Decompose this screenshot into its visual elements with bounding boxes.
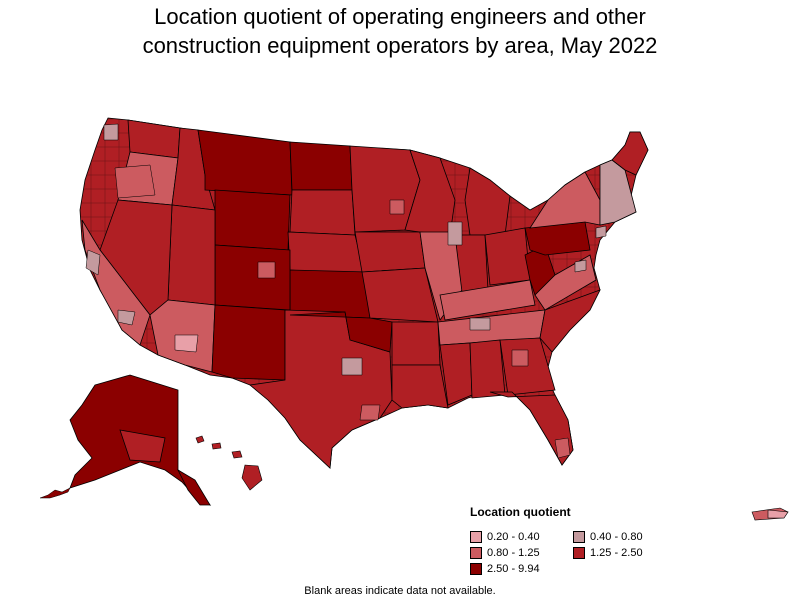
hawaii-oahu	[211, 442, 222, 450]
legend-item-0-20-0-40: 0.20 - 0.40	[470, 530, 573, 543]
region-kentucky	[439, 279, 536, 321]
legend-label: 0.20 - 0.40	[487, 530, 540, 543]
patch-miami	[554, 437, 571, 459]
region-montana	[197, 129, 293, 196]
patch-oregon-central	[114, 164, 156, 199]
legend-swatch	[470, 530, 482, 543]
patch-atlanta	[511, 349, 529, 367]
patch-denver	[257, 261, 276, 279]
region-maine	[611, 131, 649, 176]
legend-title: Location quotient	[470, 505, 571, 519]
region-alabama	[469, 339, 506, 399]
alaska-panhandle	[177, 468, 211, 506]
hawaii-kauai	[195, 435, 205, 444]
legend-label: 2.50 - 9.94	[487, 562, 540, 575]
region-louisiana	[391, 364, 449, 409]
region-arkansas	[391, 321, 441, 366]
patch-nashville	[469, 317, 491, 331]
patch-minneapolis	[389, 199, 405, 215]
region-south-dakota	[289, 189, 356, 236]
legend: Location quotient 0.20 - 0.40 0.40 - 0.8…	[470, 505, 690, 575]
region-new-mexico	[211, 304, 286, 381]
region-ohio	[484, 227, 531, 286]
legend-label: 1.25 - 2.50	[590, 546, 643, 559]
region-new-york	[529, 171, 601, 229]
aleutian-islands	[39, 487, 71, 499]
contiguous-us	[79, 117, 649, 469]
region-utah	[167, 204, 216, 306]
patch-chicago	[447, 221, 463, 246]
hawaii-big-island	[241, 464, 263, 491]
hawaii-maui	[231, 450, 243, 459]
legend-swatch	[470, 562, 482, 575]
legend-label: 0.40 - 0.80	[590, 530, 643, 543]
patch-nyc	[595, 225, 607, 239]
legend-swatch	[573, 530, 585, 543]
patch-houston	[359, 404, 381, 421]
low-lq-patches	[85, 123, 607, 459]
region-nebraska	[287, 231, 366, 276]
puerto-rico	[751, 507, 789, 521]
legend-swatch	[573, 546, 585, 559]
region-colorado	[214, 244, 291, 311]
legend-swatch	[470, 546, 482, 559]
patch-bay-area	[85, 249, 101, 276]
region-michigan	[464, 167, 511, 236]
region-north-dakota	[289, 141, 353, 191]
region-iowa	[354, 231, 426, 273]
region-washington-east	[127, 119, 181, 159]
hawaii	[195, 435, 263, 491]
map-title: Location quotient of operating engineers…	[0, 2, 800, 60]
patch-dc	[574, 259, 587, 273]
legend-items: 0.20 - 0.40 0.40 - 0.80 0.80 - 1.25 1.25…	[470, 530, 690, 575]
alaska-south-region	[119, 429, 166, 463]
alaska	[39, 374, 212, 506]
region-florida	[489, 391, 574, 466]
legend-item-2-50-9-94: 2.50 - 9.94	[470, 562, 573, 575]
puerto-rico-east	[767, 509, 789, 519]
footnote: Blank areas indicate data not available.	[304, 585, 496, 597]
patch-phoenix	[174, 334, 199, 353]
legend-item-0-40-0-80: 0.40 - 0.80	[573, 530, 683, 543]
patch-seattle	[103, 123, 119, 141]
title-line-2: construction equipment operators by area…	[142, 33, 658, 58]
legend-item-1-25-2-50: 1.25 - 2.50	[573, 546, 683, 559]
legend-item-0-80-1-25: 0.80 - 1.25	[470, 546, 573, 559]
region-wyoming	[214, 189, 291, 251]
patch-dallas	[341, 357, 363, 376]
legend-label: 0.80 - 1.25	[487, 546, 540, 559]
title-line-1: Location quotient of operating engineers…	[154, 4, 646, 29]
region-missouri	[361, 267, 439, 323]
patch-los-angeles	[117, 309, 136, 326]
